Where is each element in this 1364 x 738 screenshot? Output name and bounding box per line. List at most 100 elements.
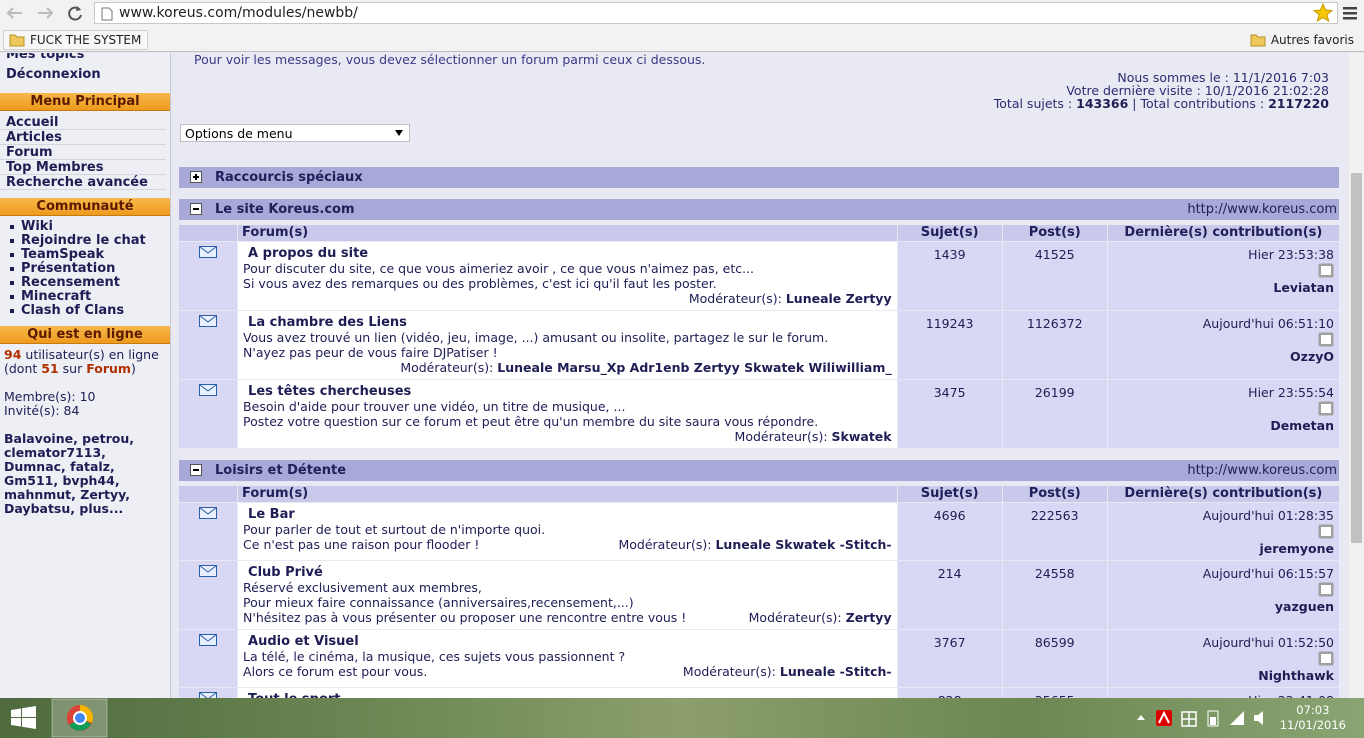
last-post-time: Hier 22:41:08	[1113, 693, 1334, 698]
forum-link[interactable]: Forum	[86, 361, 131, 376]
icon-cell	[179, 311, 238, 379]
moderators-label: Modérateur(s):	[748, 610, 842, 625]
last-post-user[interactable]: jeremyone	[1259, 541, 1334, 556]
clock-date: 11/01/2016	[1279, 718, 1346, 732]
stat-value: 10/1/2016 21:02:28	[1204, 83, 1329, 98]
scroll-thumb[interactable]	[1351, 173, 1362, 543]
moderators-label: Modérateur(s):	[734, 429, 828, 444]
moderator-names[interactable]: Luneale Zertyy	[785, 291, 892, 306]
options-select[interactable]: Options de menu	[180, 124, 410, 142]
forum-name[interactable]: Audio et Visuel	[248, 634, 359, 649]
bookmark[interactable]: FUCK THE SYSTEM	[3, 30, 149, 50]
header-cell: Forum(s)	[238, 225, 897, 241]
moderator-names[interactable]: Luneale Marsu_Xp Adr1enb Zertyy Skwatek …	[497, 360, 892, 375]
category-bar[interactable]: Raccourcis spéciaux	[179, 167, 1339, 188]
forum-icon	[199, 246, 218, 258]
category-toggle[interactable]	[190, 464, 202, 476]
menu-item[interactable]: Clash of Clans	[0, 304, 166, 318]
last-post: Aujourd'hui 01:28:35 jeremyone	[1107, 503, 1339, 560]
taskbar-apps[interactable]	[0, 698, 140, 738]
menu-item[interactable]: Forum	[0, 145, 166, 160]
forum-name[interactable]: Le Bar	[248, 507, 295, 522]
last-post-user[interactable]: Demetan	[1270, 418, 1334, 433]
menu-item[interactable]: Recensement	[0, 276, 166, 290]
category-toggle[interactable]	[190, 203, 202, 215]
forum-row: Audio et Visuel La télé, le cinéma, la mu…	[179, 630, 1339, 687]
description-row: Alors ce forum est pour vous. Modérateur(…	[243, 664, 892, 679]
moderator-names[interactable]: Luneale Skwatek -Stitch-	[715, 537, 892, 552]
close-paren: )	[130, 361, 136, 376]
posts-count: 25655	[1002, 688, 1107, 698]
menu-item[interactable]: Articles	[0, 130, 166, 145]
moderators: Modérateur(s): Zertyy	[737, 610, 892, 625]
last-post-time: Aujourd'hui 01:28:35	[1202, 508, 1334, 523]
last-post: Aujourd'hui 06:15:57 yazguen	[1107, 561, 1339, 629]
topics-count: 3767	[897, 630, 1002, 687]
icon-cell	[179, 503, 238, 560]
forum-table: Forum(s) Sujet(s) Post(s) Dernière(s) contr…	[178, 224, 1340, 449]
menu-item[interactable]: Accueil	[0, 115, 166, 130]
topics-count: 3475	[897, 380, 1002, 448]
last-post-icon	[1318, 582, 1334, 597]
forum-cell: Tout le sport	[238, 688, 897, 698]
clock-time: 07:03	[1296, 703, 1330, 717]
last-post-user[interactable]: Leviatan	[1273, 280, 1334, 295]
bookmark-star[interactable]	[1313, 3, 1333, 23]
forum-name[interactable]: Les têtes chercheuses	[248, 384, 412, 399]
clock[interactable]: 07:03 11/01/2016	[1280, 703, 1346, 733]
nav-buttons[interactable]	[0, 0, 90, 28]
forum-name[interactable]: Club Privé	[248, 565, 323, 580]
header-cell: Post(s)	[1002, 225, 1107, 241]
forum-description: Postez votre question sur ce forum et pe…	[243, 414, 819, 429]
icon-cell	[179, 380, 238, 448]
last-post-user[interactable]: OzzyO	[1290, 349, 1334, 364]
forum-cell: Les têtes chercheuses Besoin d'aide pour …	[238, 380, 897, 448]
last-post: Hier 23:53:38 Leviatan	[1107, 242, 1339, 310]
moderator-names[interactable]: Skwatek	[831, 429, 892, 444]
stat-value: 143366	[1076, 96, 1129, 111]
menu-item[interactable]: Top Membres	[0, 160, 166, 175]
topics-count: 119243	[897, 311, 1002, 379]
dont-text: (dont	[4, 361, 38, 376]
posts-count: 41525	[1002, 242, 1107, 310]
address-bar[interactable]: www.koreus.com/modules/newbb/	[94, 2, 1338, 24]
menu-item[interactable]: Recherche avancée	[0, 175, 166, 190]
moderator-names[interactable]: Luneale -Stitch-	[779, 664, 892, 679]
sidebar-link[interactable]: Mes topics	[6, 53, 85, 62]
menu-item[interactable]: TeamSpeak	[0, 248, 166, 262]
forum-description: La télé, le cinéma, la musique, ces suje…	[243, 649, 626, 664]
menu-item[interactable]: Rejoindre le chat	[0, 234, 166, 248]
last-post: Aujourd'hui 01:52:50 Nighthawk	[1107, 630, 1339, 687]
moderator-names[interactable]: Zertyy	[845, 610, 892, 625]
intro-text: Pour voir les messages, vous devez sélec…	[194, 53, 706, 67]
category-bar[interactable]: Loisirs et Détente http://www.koreus.com	[179, 460, 1339, 481]
menu-title: Qui est en ligne	[0, 326, 170, 344]
last-post-user[interactable]: Nighthawk	[1258, 668, 1334, 683]
forum-icon	[199, 384, 218, 396]
category-title: Loisirs et Détente	[215, 463, 347, 478]
last-post-user[interactable]: yazguen	[1274, 599, 1334, 614]
category-url[interactable]: http://www.koreus.com	[1187, 463, 1337, 478]
menu-item[interactable]: Wiki	[0, 220, 166, 234]
header-cell: Dernière(s) contribution(s)	[1107, 225, 1339, 241]
forum-row: Tout le sport 82825655 Hier 22:41:08	[179, 688, 1339, 698]
sidebar-link[interactable]: Déconnexion	[6, 67, 101, 82]
menu-item[interactable]: Minecraft	[0, 290, 166, 304]
system-tray[interactable]	[1130, 698, 1280, 738]
forum-name[interactable]: Tout le sport	[243, 692, 892, 698]
forum-name[interactable]: A propos du site	[248, 246, 369, 261]
menu-item[interactable]: Présentation	[0, 262, 166, 276]
topics-count: 4696	[897, 503, 1002, 560]
forum-cell: Le Bar Pour parler de tout et surtout de …	[238, 503, 897, 560]
category-bar[interactable]: Le site Koreus.com http://www.koreus.com	[179, 199, 1339, 220]
posts-count: 24558	[1002, 561, 1107, 629]
description-row: Ce n'est pas une raison pour flooder ! Mo…	[243, 537, 892, 552]
other-bookmarks[interactable]: Autres favoris	[1244, 30, 1361, 50]
category-toggle[interactable]	[190, 171, 202, 183]
forum-name[interactable]: La chambre des Liens	[248, 315, 407, 330]
category-url[interactable]: http://www.koreus.com	[1187, 202, 1337, 217]
scrollbar[interactable]	[1349, 53, 1364, 698]
forum-cell: La chambre des Liens Vous avez trouvé un …	[238, 311, 897, 379]
menu-button[interactable]	[1342, 5, 1358, 21]
